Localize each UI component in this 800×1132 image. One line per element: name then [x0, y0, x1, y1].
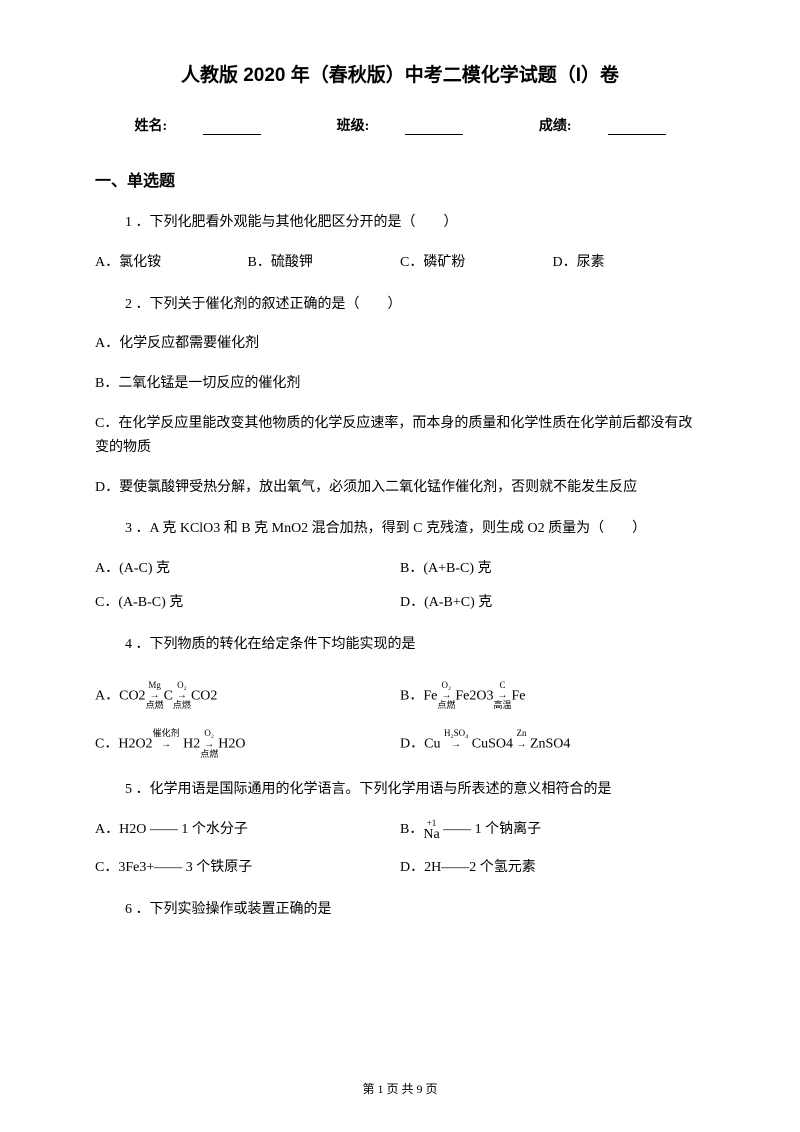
q6-text: 6 ．下列实验操作或装置正确的是 [95, 898, 705, 922]
q5-text: 5 ．化学用语是国际通用的化学语言。下列化学用语与所表述的意义相符合的是 [95, 778, 705, 802]
q1-option-b: B．硫酸钾 [248, 251, 401, 275]
class-blank[interactable] [405, 121, 463, 135]
name-blank[interactable] [203, 121, 261, 135]
q5-option-d: D．2H——2 个氢元素 [400, 856, 705, 880]
q5-option-b: B．+1Na —— 1 个钠离子 [400, 818, 705, 842]
q3-text: 3 ．A 克 KClO3 和 B 克 MnO2 混合加热，得到 C 克残渣，则生… [95, 517, 705, 541]
info-fields: 姓名: 班级: 成绩: [95, 115, 705, 135]
score-blank[interactable] [608, 121, 666, 135]
q2-option-d: D．要使氯酸钾受热分解，放出氧气，必须加入二氧化锰作催化剂，否则就不能发生反应 [95, 476, 705, 500]
q5-option-c: C．3Fe3+—— 3 个铁原子 [95, 856, 400, 880]
q4-option-b: B．FeO₂→点燃Fe2O3C→高温Fe [400, 681, 705, 712]
score-label: 成绩: [521, 119, 684, 134]
q1-option-a: A．氯化铵 [95, 251, 248, 275]
page-footer: 第 1 页 共 9 页 [0, 1080, 800, 1097]
q1-option-c: C．磷矿粉 [400, 251, 553, 275]
q3-option-b: B．(A+B-C) 克 [400, 557, 705, 581]
question-2: 2 ．下列关于催化剂的叙述正确的是（ ） A．化学反应都需要催化剂 B．二氧化锰… [95, 293, 705, 500]
q1-text: 1 ．下列化肥看外观能与其他化肥区分开的是（ ） [95, 211, 705, 235]
q2-option-c: C．在化学反应里能改变其他物质的化学反应速率，而本身的质量和化学性质在化学前后都… [95, 412, 705, 460]
q3-option-a: A．(A-C) 克 [95, 557, 400, 581]
q3-option-c: C．(A-B-C) 克 [95, 591, 400, 615]
q4-text: 4 ．下列物质的转化在给定条件下均能实现的是 [95, 633, 705, 657]
question-3: 3 ．A 克 KClO3 和 B 克 MnO2 混合加热，得到 C 克残渣，则生… [95, 517, 705, 614]
question-1: 1 ．下列化肥看外观能与其他化肥区分开的是（ ） A．氯化铵 B．硫酸钾 C．磷… [95, 211, 705, 275]
exam-title: 人教版 2020 年（春秋版）中考二模化学试题（I）卷 [95, 60, 705, 87]
q1-option-d: D．尿素 [553, 251, 706, 275]
q2-text: 2 ．下列关于催化剂的叙述正确的是（ ） [95, 293, 705, 317]
q3-option-d: D．(A-B+C) 克 [400, 591, 705, 615]
q2-option-a: A．化学反应都需要催化剂 [95, 332, 705, 356]
q4-option-d: D．Cu H₂SO₄→ CuSO4 Zn→ ZnSO4 [400, 729, 705, 760]
question-6: 6 ．下列实验操作或装置正确的是 [95, 898, 705, 922]
question-5: 5 ．化学用语是国际通用的化学语言。下列化学用语与所表述的意义相符合的是 A．H… [95, 778, 705, 879]
q4-option-c: C．H2O2催化剂→ H2O₂→点燃H2O [95, 729, 400, 760]
class-label: 班级: [319, 119, 482, 134]
section-header: 一、单选题 [95, 167, 705, 191]
question-4: 4 ．下列物质的转化在给定条件下均能实现的是 A．CO2Mg→点燃CO₂→点燃C… [95, 633, 705, 760]
q2-option-b: B．二氧化锰是一切反应的催化剂 [95, 372, 705, 396]
q5-option-a: A．H2O —— 1 个水分子 [95, 818, 400, 842]
name-label: 姓名: [116, 119, 279, 134]
q4-option-a: A．CO2Mg→点燃CO₂→点燃CO2 [95, 681, 400, 712]
